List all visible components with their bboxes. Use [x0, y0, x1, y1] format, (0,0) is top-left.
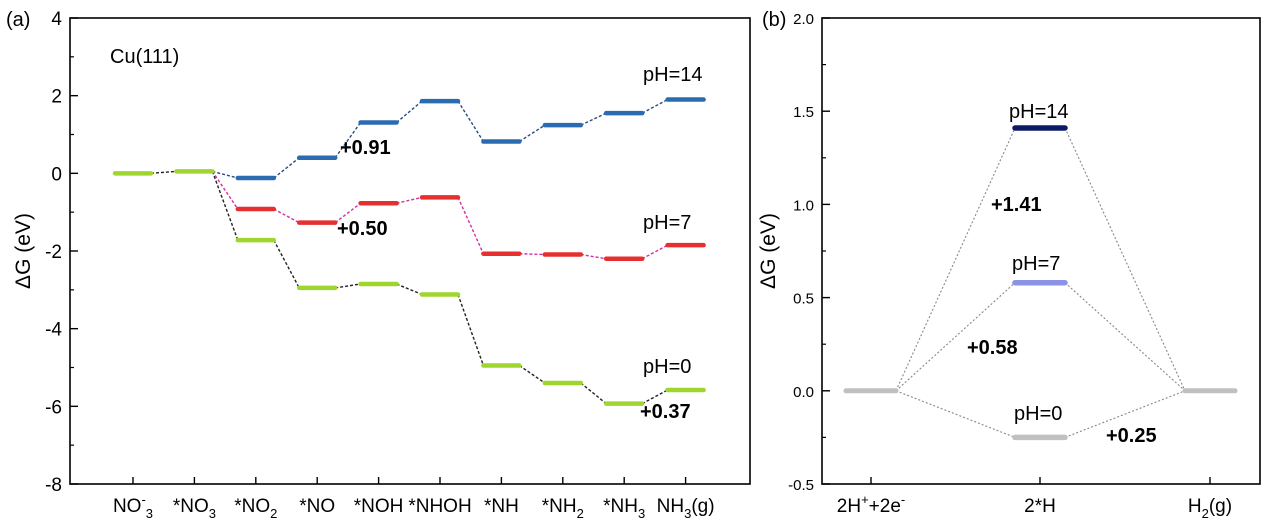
panel-a-label-ph7: pH=7	[643, 212, 691, 234]
panel-a-connector-ph-7-4	[396, 196, 423, 204]
panel-a-connector-ph-0-3	[335, 283, 361, 289]
panel-b-label-ph7: pH=7	[1012, 253, 1060, 275]
panel-a-xtick-label-5: *NHOH	[408, 496, 471, 517]
panel-a-connector-ph-7-8	[641, 244, 668, 260]
panel-a-label: (a)	[6, 9, 30, 31]
panel-b-connectors	[895, 127, 1186, 438]
panel-a-xtick-label-7: *NH2	[542, 496, 584, 521]
panel-a-xtick-label-6: *NH	[484, 496, 519, 517]
panel-a-xtick-label-9: NH3(g)	[657, 496, 715, 521]
panel-a-xtick-label-0: NO-3	[113, 492, 153, 521]
panel-a-connector-ph-7-6	[519, 253, 545, 256]
panel-b-levels	[843, 125, 1238, 441]
panel-b-ytick-label-0-5: -0.5	[788, 477, 814, 494]
panel-a-label-ph0: pH=0	[643, 356, 691, 378]
panel-a-ytick-label-0: 0	[51, 164, 62, 185]
panel-b-connector-ph-0-0	[895, 390, 1016, 438]
panel-b-ytick-label-0-5: 0.5	[793, 291, 814, 308]
panel-a-connector-ph-14-5	[457, 100, 484, 142]
panel-b-annotation-058: +0.58	[967, 337, 1018, 359]
panel-a-ytick-label-2: 2	[51, 87, 62, 108]
panel-a-connector-ph-0-7	[580, 382, 607, 405]
panel-a-annotation-050: +0.50	[337, 218, 388, 240]
panel-a-annotation-037: +0.37	[640, 401, 691, 423]
panel-b: (b) ΔG (eV) -0.50.00.51.01.52.0 2H++2e- 2…	[757, 9, 1261, 521]
panel-a-ytick-label-6: -6	[45, 397, 62, 418]
panel-b-xtick-label-2: H2(g)	[1188, 496, 1232, 521]
panel-a-x-axis: NO-3 *NO3 *NO2 *NO *NOH *NHOH *NH *NH2 *NH3 NH3(g…	[113, 477, 715, 521]
panel-a-y-axis: -8 -6 -4 -2 0 2 4	[45, 9, 78, 496]
panel-a-connector-ph-7-5	[457, 197, 485, 255]
panel-b-ytick-label-0-0: 0.0	[793, 384, 814, 401]
panel-a-connector-ph-0-4	[396, 283, 423, 296]
panel-a-annotation-091: +0.91	[340, 137, 391, 159]
panel-b-connector-ph-14-1	[1064, 127, 1186, 392]
panel-a-connector-ph-14-0	[150, 170, 177, 175]
panel-a-title: Cu(111)	[110, 46, 179, 68]
panel-a-ytick-label-4: 4	[51, 9, 62, 30]
panel-a-label-ph14: pH=14	[643, 64, 703, 86]
panel-a-connector-ph-14-3	[334, 122, 362, 159]
panel-b-ylabel: ΔG (eV)	[757, 213, 780, 289]
panel-a-connector-ph-14-7	[580, 112, 607, 126]
panel-a-xtick-label-2: *NO2	[234, 496, 277, 521]
panel-a-connector-ph-0-5	[457, 294, 485, 366]
panel-b-connector-ph-7-1	[1064, 282, 1186, 392]
panel-b-connector-ph-7-0	[895, 282, 1016, 392]
panel-b-xtick-label-1: 2*H	[1024, 496, 1056, 517]
panel-a-ylabel: ΔG (eV)	[12, 213, 35, 289]
panel-b-x-axis: 2H++2e- 2*H H2(g)	[837, 477, 1232, 521]
panel-b-connector-ph-0-1	[1064, 390, 1186, 438]
panel-a-xtick-label-1: *NO3	[173, 496, 216, 521]
panel-a-connectors	[150, 98, 668, 405]
panel-a-xtick-label-8: *NH3	[603, 496, 645, 521]
panel-a-xtick-label-3: *NO	[299, 496, 335, 517]
panel-a-connector-ph-14-4	[396, 100, 423, 123]
panel-b-label-ph14: pH=14	[1009, 101, 1069, 123]
panel-a-connector-ph-7-1	[211, 171, 239, 210]
panel-a-connector-ph-7-7	[580, 253, 607, 260]
panel-b-label-ph0: pH=0	[1014, 403, 1062, 425]
panel-b-annotation-141: +1.41	[991, 194, 1042, 216]
panel-a-connector-ph-0-2	[273, 239, 300, 289]
panel-a-connector-ph-14-2	[273, 157, 300, 179]
panel-b-xtick-label-0: 2H++2e-	[837, 492, 905, 517]
panel-a-connector-ph-7-3	[334, 202, 362, 224]
panel-b-y-axis: -0.5 0.0 0.5 1.0 1.5 2.0	[788, 11, 830, 494]
panel-b-connector-ph-14-0	[895, 127, 1016, 392]
panel-a-ytick-label-4: -4	[45, 320, 62, 341]
panel-a-connector-ph-7-2	[273, 208, 300, 224]
panel-b-annotation-025: +0.25	[1106, 425, 1157, 447]
panel-a-levels	[112, 97, 706, 406]
panel-b-ytick-label-2-0: 2.0	[793, 11, 814, 28]
panel-a-connector-ph-14-6	[519, 124, 546, 143]
panel-b-label: (b)	[762, 9, 786, 31]
panel-a-connector-ph-0-6	[519, 364, 546, 384]
panel-a-connector-ph-0-1	[211, 171, 239, 241]
panel-a-ytick-label-2: -2	[45, 242, 62, 263]
panel-b-ytick-label-1-0: 1.0	[793, 197, 814, 214]
panel-b-ytick-label-1-5: 1.5	[793, 104, 814, 121]
panel-a: (a) Cu(111) ΔG (eV) -8 -6 -4 -2 0 2 4 NO-3 *NO3…	[6, 9, 751, 521]
panel-a-connector-ph-14-1	[212, 170, 238, 179]
panel-a-ytick-label-8: -8	[45, 475, 62, 496]
panel-a-connector-ph-14-8	[641, 98, 668, 114]
panel-a-xtick-label-4: *NOH	[354, 496, 404, 517]
